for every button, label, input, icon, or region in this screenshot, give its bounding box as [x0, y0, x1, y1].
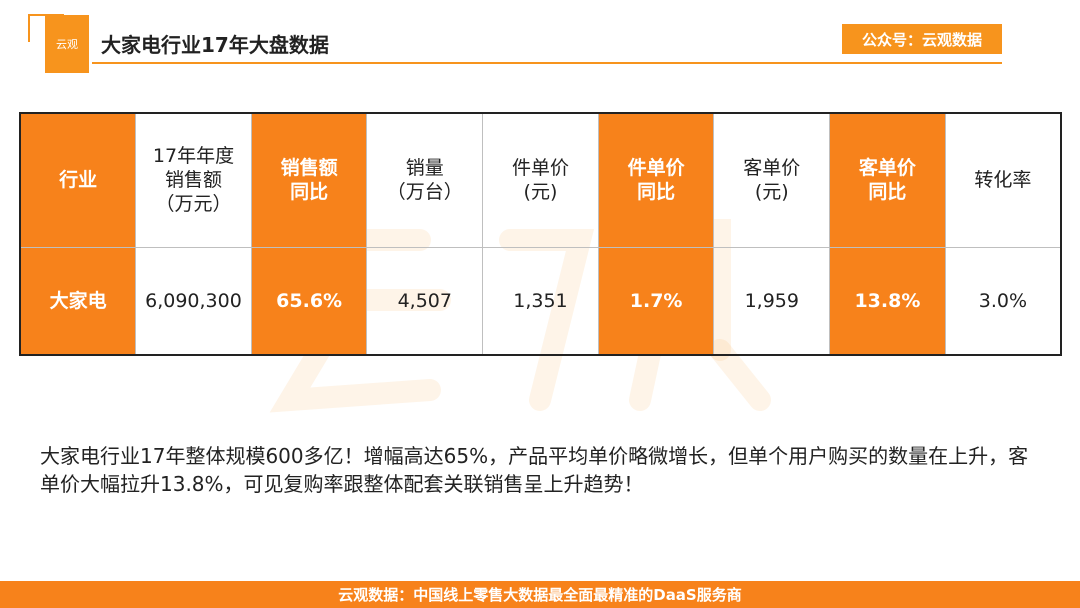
cell-unit-price-yoy: 1.7%	[597, 246, 715, 356]
footer-banner: 云观数据：中国线上零售大数据最全面最精准的DaaS服务商	[0, 581, 1080, 608]
brand-logo-text: 云观	[56, 38, 78, 51]
industry-data-table: 行业 17年年度 销售额 （万元） 销售额 同比 销量 （万台） 件单价 (元)…	[19, 112, 1062, 356]
header-cell-unit-price: 件单价 (元)	[482, 112, 599, 248]
cell-order-price: 1,959	[713, 246, 831, 356]
header-cell-industry: 行业	[19, 112, 137, 248]
header-divider	[92, 62, 1002, 64]
header-cell-sales-yoy: 销售额 同比	[250, 112, 368, 248]
channel-badge-text: 公众号：云观数据	[861, 30, 982, 49]
channel-badge: 公众号：云观数据	[842, 24, 1002, 54]
cell-order-price-yoy: 13.8%	[829, 246, 946, 356]
cell-annual-sales: 6,090,300	[135, 246, 252, 356]
page-title: 大家电行业17年大盘数据	[101, 33, 329, 57]
summary-text: 大家电行业17年整体规模600多亿！增幅高达65%，产品平均单价略微增长，但单个…	[40, 444, 1029, 496]
header-cell-order-price: 客单价 (元)	[713, 112, 831, 248]
header-cell-annual-sales: 17年年度 销售额 （万元）	[135, 112, 252, 248]
cell-conversion: 3.0%	[944, 246, 1062, 356]
header-cell-volume: 销量 （万台）	[366, 112, 484, 248]
table-header-row: 行业 17年年度 销售额 （万元） 销售额 同比 销量 （万台） 件单价 (元)…	[19, 112, 1062, 248]
cell-sales-yoy: 65.6%	[250, 246, 368, 356]
footer-text: 云观数据：中国线上零售大数据最全面最精准的DaaS服务商	[338, 586, 742, 604]
cell-industry: 大家电	[19, 246, 137, 356]
cell-volume: 4,507	[366, 246, 484, 356]
header-cell-order-price-yoy: 客单价 同比	[829, 112, 946, 248]
header-cell-unit-price-yoy: 件单价 同比	[597, 112, 715, 248]
brand-logo: 云观	[45, 15, 89, 73]
cell-unit-price: 1,351	[482, 246, 599, 356]
header-cell-conversion: 转化率	[944, 112, 1062, 248]
table-row: 大家电 6,090,300 65.6% 4,507 1,351 1.7% 1,9…	[19, 246, 1062, 356]
